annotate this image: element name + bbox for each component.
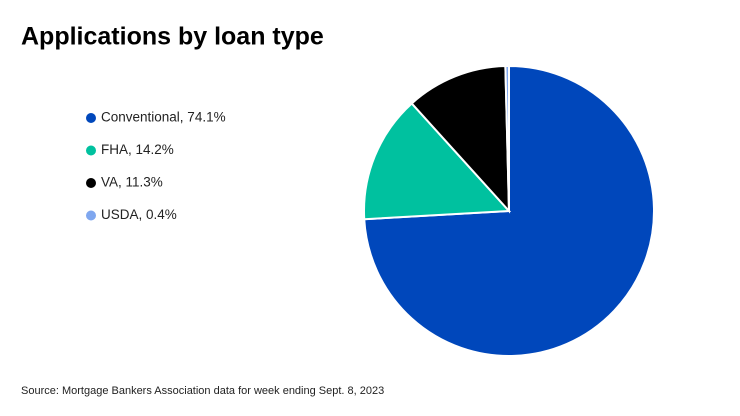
legend-label: FHA, 14.2%	[101, 142, 174, 157]
pie-slice	[504, 64, 510, 212]
legend-swatch	[86, 210, 96, 221]
pie-slice	[410, 65, 511, 214]
legend-swatch	[86, 178, 96, 188]
source-note: Source: Mortgage Bankers Association dat…	[21, 385, 384, 397]
pie-slice	[363, 102, 512, 221]
legend-label: VA, 11.3%	[101, 175, 163, 190]
legend-swatch	[86, 113, 96, 123]
legend-swatch	[86, 145, 96, 156]
legend-label: Conventional, 74.1%	[101, 110, 226, 125]
legend-label: USDA, 0.4%	[101, 207, 177, 222]
chart-title: Applications by loan type	[21, 23, 324, 51]
